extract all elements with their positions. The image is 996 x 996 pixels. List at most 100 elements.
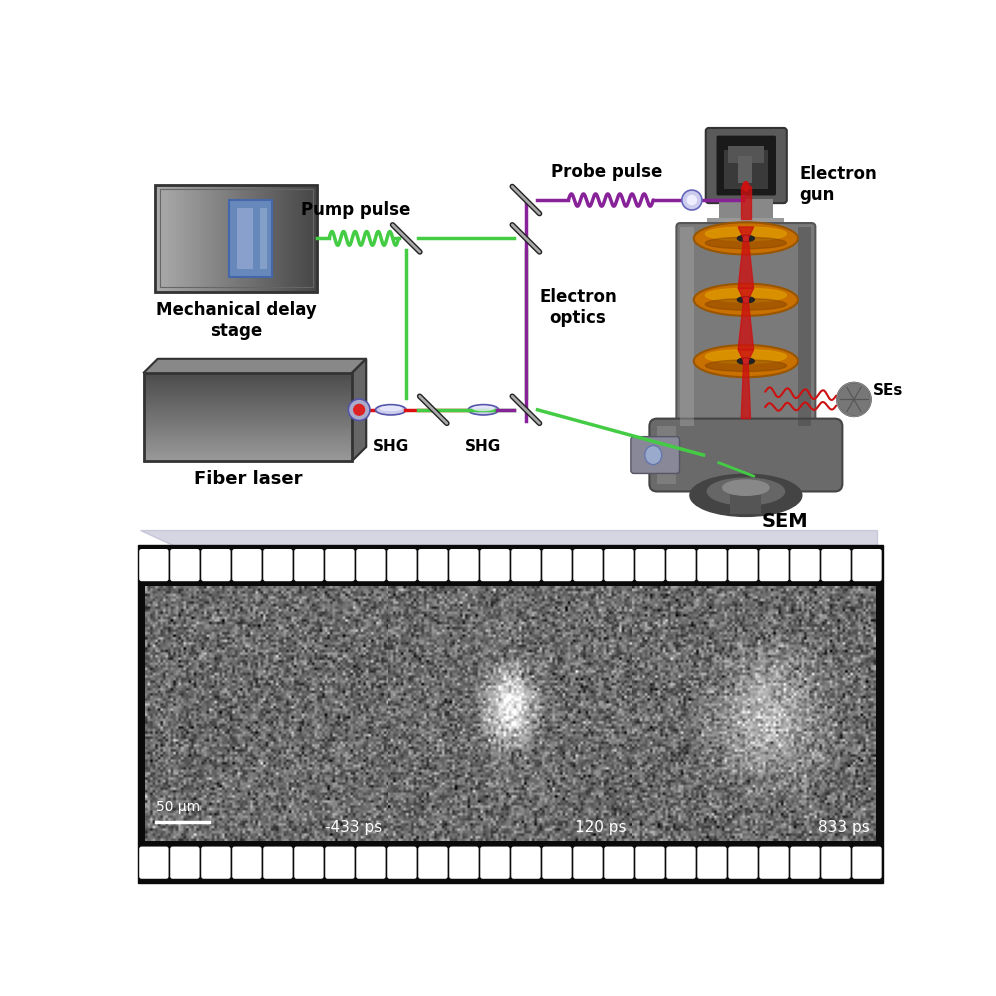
Polygon shape [738,238,754,288]
FancyBboxPatch shape [232,549,262,582]
Bar [143,458,353,461]
Bar [293,184,297,292]
Bar [138,545,882,882]
FancyBboxPatch shape [542,847,572,878]
Ellipse shape [744,359,748,364]
FancyBboxPatch shape [387,549,416,582]
Bar [143,440,353,443]
Bar [798,227,812,426]
FancyBboxPatch shape [170,847,199,878]
Ellipse shape [694,222,798,255]
Circle shape [354,404,365,415]
Ellipse shape [690,474,802,516]
Text: Pump pulse: Pump pulse [302,201,410,219]
FancyBboxPatch shape [605,847,633,878]
Bar [143,375,353,378]
Ellipse shape [743,181,749,191]
Bar [143,449,353,452]
Bar [627,587,637,842]
Polygon shape [738,300,754,350]
Bar [179,184,183,292]
FancyBboxPatch shape [574,847,603,878]
Circle shape [682,190,702,210]
Bar [314,184,318,292]
Ellipse shape [705,350,787,364]
Ellipse shape [744,298,748,302]
FancyBboxPatch shape [511,549,541,582]
Text: SEs: SEs [873,382,903,397]
FancyBboxPatch shape [542,549,572,582]
Text: -433 ps: -433 ps [325,820,382,835]
Ellipse shape [694,284,798,316]
Bar [143,428,353,431]
FancyBboxPatch shape [294,549,324,582]
Bar [273,184,277,292]
FancyBboxPatch shape [449,549,479,582]
FancyBboxPatch shape [480,549,510,582]
FancyBboxPatch shape [263,549,293,582]
Text: 833 ps: 833 ps [819,820,871,835]
Bar [310,184,314,292]
Bar [157,359,367,447]
Bar [143,402,353,405]
Text: Electron
gun: Electron gun [800,165,877,204]
Bar [143,437,353,440]
Bar [657,426,676,484]
Circle shape [687,195,696,204]
FancyBboxPatch shape [676,223,816,430]
FancyBboxPatch shape [574,549,603,582]
FancyBboxPatch shape [449,847,479,878]
FancyBboxPatch shape [728,549,758,582]
Bar [143,452,353,455]
FancyBboxPatch shape [666,847,695,878]
Ellipse shape [707,478,785,505]
Bar [257,184,261,292]
Bar [249,184,253,292]
Bar [192,184,196,292]
Bar [143,387,353,390]
Text: SHG: SHG [373,439,409,454]
Ellipse shape [473,406,494,410]
Bar [301,184,306,292]
FancyBboxPatch shape [170,549,199,582]
FancyBboxPatch shape [326,549,355,582]
FancyBboxPatch shape [326,847,355,878]
Bar [228,184,232,292]
FancyBboxPatch shape [630,436,679,473]
Bar [220,184,224,292]
FancyBboxPatch shape [697,549,727,582]
Bar [212,184,216,292]
Bar [143,410,353,413]
Bar [143,384,353,387]
Bar [143,434,353,437]
Bar [728,146,764,163]
Bar [143,425,353,428]
FancyBboxPatch shape [791,847,820,878]
FancyBboxPatch shape [716,135,776,195]
FancyBboxPatch shape [357,549,385,582]
Bar [289,184,293,292]
Bar [240,184,245,292]
Bar [188,184,192,292]
Bar [224,184,228,292]
Text: Electron
optics: Electron optics [539,288,617,327]
Bar [143,422,353,425]
FancyBboxPatch shape [759,549,789,582]
Polygon shape [738,288,754,300]
Text: Probe pulse: Probe pulse [551,163,662,181]
Bar [155,184,159,292]
Ellipse shape [694,345,798,377]
FancyBboxPatch shape [706,127,787,203]
Bar [143,431,353,434]
Bar [265,184,269,292]
FancyBboxPatch shape [822,847,851,878]
Bar [261,184,265,292]
Bar [143,378,353,381]
Bar [160,189,313,288]
Bar [253,184,257,292]
Bar [143,390,353,393]
FancyBboxPatch shape [697,847,727,878]
Bar [383,587,393,842]
Polygon shape [353,359,367,461]
Ellipse shape [705,299,787,310]
